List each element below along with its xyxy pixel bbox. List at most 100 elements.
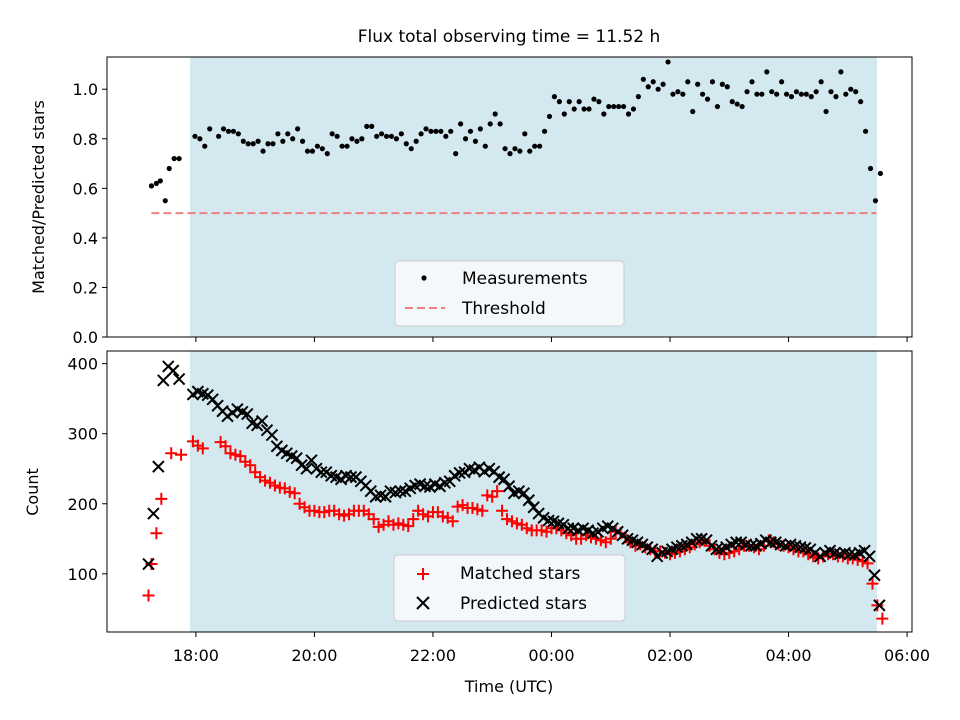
measurement-point-78 — [546, 113, 553, 120]
predicted-point-124 — [764, 536, 777, 549]
bottom-xtick-label-1: 20:00 — [291, 646, 337, 665]
predicted-point-140 — [843, 548, 856, 561]
measurement-point-63 — [472, 138, 479, 144]
measurement-point-120 — [754, 91, 760, 97]
measurement-point-109 — [700, 91, 706, 97]
measurement-point-25 — [285, 131, 291, 137]
bottom-ylabel: Count — [23, 468, 42, 516]
measurement-point-49 — [403, 141, 409, 147]
predicted-point-145 — [868, 569, 881, 582]
predicted-point-33 — [315, 466, 328, 479]
measurement-point-105 — [680, 91, 686, 97]
bottom-xtick-label-4: 02:00 — [647, 646, 693, 665]
predicted-point-0 — [142, 557, 155, 571]
measurement-point-42 — [369, 123, 375, 129]
measurement-point-89 — [601, 111, 607, 117]
predicted-point-144 — [863, 550, 876, 563]
bottom-ytick-label-0: 100 — [67, 565, 98, 584]
predicted-point-61 — [453, 466, 466, 480]
measurement-point-51 — [413, 138, 419, 144]
measurement-point-5 — [171, 155, 177, 162]
legend-matched-marker — [417, 568, 429, 580]
bottom-legend: Matched stars Predicted stars — [393, 554, 626, 622]
measurement-point-17 — [245, 141, 251, 147]
measurement-point-102 — [665, 59, 671, 65]
measurement-point-119 — [749, 79, 755, 85]
measurement-point-76 — [537, 143, 543, 149]
measurement-point-77 — [541, 128, 548, 134]
matched-point-15 — [244, 459, 257, 472]
measurement-point-1 — [153, 180, 159, 186]
legend-measurements-marker — [421, 275, 427, 281]
top-ylabel: Matched/Predicted stars — [29, 100, 48, 294]
matched-point-24 — [288, 487, 301, 500]
measurement-point-73 — [522, 131, 528, 137]
measurement-point-45 — [383, 133, 390, 139]
predicted-stars-series — [142, 360, 886, 612]
measurement-point-101 — [660, 81, 666, 87]
top-frame — [106, 56, 913, 338]
measurement-point-9 — [202, 143, 208, 149]
measurement-point-96 — [635, 94, 641, 100]
predicted-point-18 — [241, 407, 254, 421]
measurement-point-100 — [655, 86, 661, 92]
measurement-point-56 — [438, 128, 444, 134]
predicted-point-130 — [794, 541, 807, 554]
chart-title: Flux total observing time = 11.52 h — [358, 27, 661, 47]
predicted-point-71 — [502, 480, 516, 493]
legend-predicted-label: Predicted stars — [460, 594, 587, 614]
predicted-point-39 — [344, 470, 358, 484]
measurement-point-69 — [502, 146, 508, 152]
measurement-point-131 — [808, 94, 814, 100]
measurement-point-38 — [349, 136, 355, 142]
measurement-point-13 — [225, 128, 232, 134]
measurement-point-99 — [650, 79, 656, 85]
matched-point-88 — [604, 532, 617, 545]
bottom-axis: 100 200 300 400 18:00 20:00 22:00 00:00 02:00 04:… — [67, 355, 930, 665]
measurement-point-75 — [532, 143, 538, 149]
bottom-legend-box — [393, 554, 626, 622]
measurement-point-57 — [443, 133, 449, 139]
predicted-point-146 — [873, 599, 886, 612]
top-ytick-label-5: 1.0 — [73, 80, 98, 99]
measurement-point-36 — [339, 143, 345, 149]
predicted-point-109 — [690, 532, 703, 546]
matched-point-5 — [175, 448, 188, 461]
predicted-point-79 — [542, 514, 555, 527]
matched-point-10 — [219, 440, 232, 453]
measurement-point-21 — [265, 141, 271, 147]
legend-measurements-label: Measurements — [462, 269, 588, 289]
measurement-point-18 — [250, 141, 256, 147]
top-axis: 0.0 0.2 0.4 0.6 0.8 1.0 — [73, 80, 908, 347]
measurement-point-124 — [774, 91, 780, 97]
measurement-point-135 — [828, 89, 834, 95]
matched-point-40 — [367, 513, 380, 526]
matched-point-2 — [150, 527, 163, 540]
measurement-point-91 — [611, 103, 617, 110]
measurement-point-61 — [462, 136, 469, 142]
measurement-point-26 — [290, 136, 296, 142]
measurement-point-28 — [299, 138, 306, 144]
measurement-point-133 — [818, 79, 824, 85]
predicted-point-5 — [166, 364, 180, 377]
predicted-point-6 — [172, 372, 186, 386]
measurement-point-15 — [235, 131, 241, 137]
measurement-point-85 — [581, 106, 587, 112]
bottom-xtick-label-5: 04:00 — [765, 646, 811, 665]
measurement-point-71 — [512, 146, 518, 152]
measurement-point-35 — [334, 133, 340, 139]
measurement-point-64 — [477, 126, 483, 132]
top-panel: 0.0 0.2 0.4 0.6 0.8 1.0 Matched/Predicted sta… — [29, 56, 913, 347]
top-ytick-label-1: 0.2 — [73, 278, 98, 297]
measurement-point-88 — [596, 99, 602, 105]
predicted-point-83 — [562, 522, 575, 535]
measurement-point-24 — [280, 138, 286, 144]
measurement-point-94 — [625, 111, 632, 117]
predicted-point-3 — [157, 374, 170, 387]
measurement-point-98 — [645, 84, 651, 90]
measurement-point-137 — [838, 69, 844, 75]
measurement-point-31 — [314, 143, 320, 149]
measurement-point-95 — [630, 106, 637, 112]
top-ytick-label-3: 0.6 — [73, 179, 98, 198]
